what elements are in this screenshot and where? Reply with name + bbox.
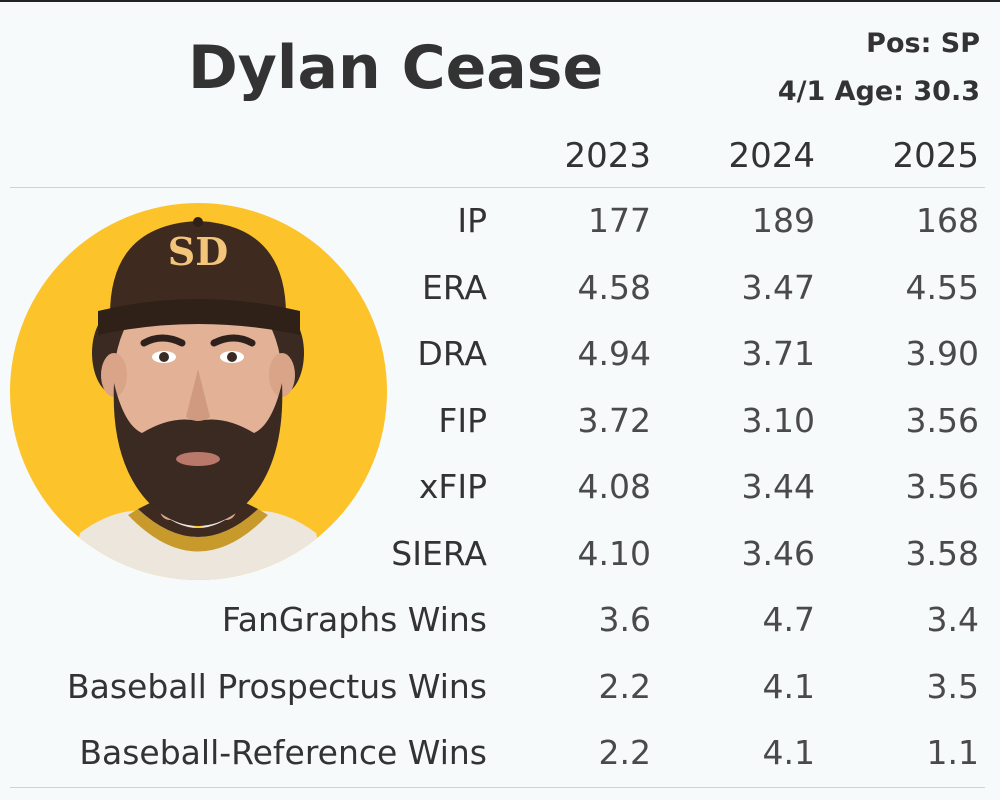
- stat-value-2024: 189: [752, 201, 815, 240]
- stat-value-2025: 3.4: [926, 600, 979, 639]
- stat-value-2023: 4.94: [577, 334, 651, 373]
- stat-label: FanGraphs Wins: [221, 600, 487, 639]
- stat-value-2023: 4.10: [577, 533, 651, 573]
- stat-value-2025: 4.55: [905, 267, 979, 307]
- stat-row-era: ERA 4.58 3.47 4.55: [0, 255, 1000, 321]
- stat-value-2024: 3.71: [741, 334, 815, 373]
- stat-row-dra: DRA 4.94 3.71 3.90: [0, 321, 1000, 387]
- top-border: [0, 0, 1000, 2]
- stat-value-2025: 3.56: [905, 400, 979, 440]
- footer-divider: [10, 787, 985, 788]
- jersey-collar: [138, 503, 258, 537]
- stat-value-2024: 3.44: [741, 467, 815, 506]
- eyebrow-left: [140, 334, 186, 347]
- stat-label: xFIP: [418, 467, 487, 506]
- stat-value-2025: 168: [916, 201, 979, 240]
- pupil-right: [227, 352, 237, 362]
- stat-row-fangraphs-wins: FanGraphs Wins 3.6 4.7 3.4: [0, 587, 1000, 653]
- header-divider: [10, 187, 985, 188]
- stat-row-ip: IP 177 189 168: [0, 188, 1000, 254]
- stat-value-2023: 2.2: [598, 666, 651, 706]
- stat-label: FIP: [438, 400, 487, 440]
- stat-row-baseball-reference-wins: Baseball-Reference Wins 2.2 4.1 1.1: [0, 720, 1000, 786]
- eyebrow-right: [210, 334, 256, 347]
- stat-value-2024: 4.1: [762, 666, 815, 706]
- stat-value-2024: 3.10: [741, 400, 815, 440]
- stat-value-2024: 3.47: [741, 267, 815, 307]
- cap-logo: SD: [168, 229, 228, 274]
- cap-brim: [98, 299, 300, 335]
- stat-value-2025: 1.1: [926, 733, 979, 772]
- player-headshot: SD: [10, 203, 387, 580]
- stat-label: ERA: [421, 267, 487, 307]
- stat-label: Baseball-Reference Wins: [79, 733, 487, 772]
- stat-row-fip: FIP 3.72 3.10 3.56: [0, 388, 1000, 454]
- stat-value-2023: 2.2: [598, 733, 651, 772]
- stat-label: IP: [457, 201, 487, 240]
- ear-right: [269, 353, 295, 397]
- lips-shape: [176, 452, 220, 466]
- stat-value-2025: 3.56: [905, 467, 979, 506]
- year-header-2023: 2023: [564, 136, 651, 176]
- year-header-2024: 2024: [728, 136, 815, 176]
- ear-left: [101, 353, 127, 397]
- cap-button: [193, 217, 203, 227]
- stat-row-xfip: xFIP 4.08 3.44 3.56: [0, 454, 1000, 520]
- pupil-left: [159, 352, 169, 362]
- stat-row-baseball-prospectus-wins: Baseball Prospectus Wins 2.2 4.1 3.5: [0, 654, 1000, 720]
- stat-value-2025: 3.5: [926, 666, 979, 706]
- jersey-collar-trim: [128, 509, 268, 552]
- stat-label: Baseball Prospectus Wins: [66, 666, 487, 706]
- stat-value-2023: 177: [588, 201, 651, 240]
- stat-value-2024: 3.46: [741, 533, 815, 573]
- player-age: 4/1 Age: 30.3: [777, 76, 980, 107]
- player-position: Pos: SP: [866, 28, 980, 59]
- stat-value-2025: 3.90: [905, 334, 979, 373]
- player-headshot-illustration: SD: [70, 217, 327, 580]
- stat-label: SIERA: [391, 533, 487, 573]
- stat-value-2025: 3.58: [905, 533, 979, 573]
- stat-value-2023: 3.72: [577, 400, 651, 440]
- nose-shape: [186, 369, 210, 421]
- stat-label: DRA: [417, 334, 487, 373]
- stat-row-siera: SIERA 4.10 3.46 3.58: [0, 521, 1000, 587]
- stat-value-2023: 4.08: [577, 467, 651, 506]
- stat-value-2024: 4.7: [762, 600, 815, 639]
- player-name: Dylan Cease: [188, 33, 604, 103]
- stat-value-2024: 4.1: [762, 733, 815, 772]
- stat-value-2023: 4.58: [577, 267, 651, 307]
- year-header-2025: 2025: [892, 136, 979, 176]
- cap-crown: [110, 221, 286, 315]
- stat-value-2023: 3.6: [598, 600, 651, 639]
